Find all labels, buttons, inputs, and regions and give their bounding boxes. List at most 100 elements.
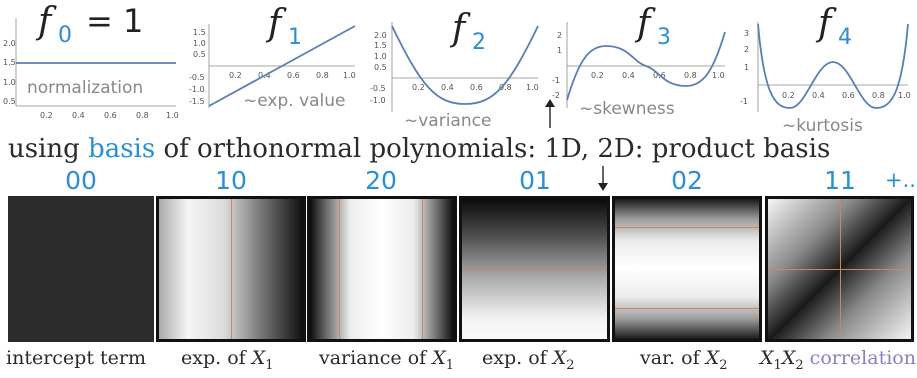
curve-f4 (757, 23, 909, 109)
plot-label: ~variance (404, 111, 491, 131)
y-tick: -1.0 (189, 85, 205, 94)
up-arrow-icon (545, 99, 555, 128)
y-tick: -1 (740, 97, 748, 106)
arrow-head (598, 183, 608, 191)
caption-01: exp. of X2 (482, 347, 575, 373)
x-tick: 0.6 (470, 83, 483, 92)
y-tick: 3 (744, 29, 749, 38)
y-tick: 1.0 (193, 39, 206, 48)
curve-f1 (208, 25, 356, 107)
basis-tile-20 (307, 196, 457, 342)
caption-11: X1X2 correlation (760, 347, 916, 373)
caption-subscript-2: 2 (795, 357, 804, 373)
y-tick: 0.5 (3, 97, 16, 106)
caption-subscript: 1 (445, 357, 455, 373)
caption-subscript: 1 (265, 357, 274, 373)
x-tick: 1.0 (343, 71, 356, 80)
function-equation: = 1 (86, 2, 143, 40)
caption-10: exp. of X1 (181, 347, 274, 373)
caption-variable: X (705, 347, 720, 369)
y-tick: 1.0 (374, 52, 387, 61)
basis-sentence-before: using (8, 134, 89, 164)
caption-text: exp. of (482, 347, 553, 369)
basis-highlight: basis (88, 134, 156, 164)
y-tick: 1 (557, 46, 562, 55)
x-tick: 1.0 (166, 111, 179, 120)
function-subscript: 2 (472, 30, 486, 55)
overlay-line (615, 308, 759, 310)
y-tick: -0.5 (370, 84, 386, 93)
y-tick: 1.5 (374, 41, 387, 50)
basis-tile-10 (156, 196, 306, 342)
overlay-line (422, 199, 424, 339)
plot-label: normalization (27, 78, 143, 98)
basis-tile-11 (765, 196, 914, 342)
caption-subscript: 2 (566, 357, 575, 373)
overlay-line (768, 269, 911, 270)
arrow-head (545, 99, 555, 107)
caption-variable: X (552, 347, 567, 369)
y-tick: 2 (744, 45, 749, 54)
x-tick: 0.8 (136, 111, 149, 120)
y-tick: 2.0 (374, 31, 387, 40)
y-tick: -1 (552, 76, 560, 85)
x-tick: 0.6 (287, 71, 300, 80)
plot-f1: 1.5 1.0 0.5 -0.5 -1.0 -1.5 0.2 0.4 0.6 0… (189, 3, 356, 111)
x-tick: 1.0 (712, 71, 725, 80)
y-tick: -1.5 (189, 97, 205, 106)
caption-variable: X (760, 347, 774, 369)
x-tick: 0.4 (622, 71, 635, 80)
x-tick: 0.8 (316, 71, 329, 80)
basis-sentence-after: of orthonormal polynomials: 1D, 2D: prod… (155, 134, 831, 164)
basis-tile-02 (612, 196, 762, 342)
caption-variable: X (251, 347, 266, 369)
overlay-line (231, 199, 232, 339)
function-subscript: 0 (58, 23, 72, 48)
y-tick: -0.5 (189, 73, 205, 82)
y-tick: -2 (552, 91, 560, 100)
y-tick: 0.5 (374, 63, 387, 72)
y-tick: 1.5 (3, 58, 16, 67)
y-tick: 2 (557, 31, 562, 40)
caption-text: intercept term (6, 347, 146, 369)
y-tick: 1 (744, 63, 749, 72)
function-name: f (35, 1, 57, 42)
plot-f4: 3 2 1 -1 0.2 0.4 0.6 0.8 1.0 f 4 ~kurtos… (740, 3, 911, 136)
x-tick: 0.2 (412, 83, 425, 92)
caption-02: var. of X2 (640, 347, 727, 373)
x-tick: 0.8 (684, 71, 697, 80)
overlay-line (338, 199, 340, 339)
tile-code-11: 11 (824, 166, 856, 195)
function-subscript: 4 (838, 25, 852, 50)
caption-text: exp. of (181, 347, 252, 369)
tile-code-00: 00 (65, 166, 97, 195)
plot-f0: 2.0 1.5 1.0 0.5 0.2 0.4 0.6 0.8 1.0 f 0 … (3, 1, 179, 120)
tile-code-01: 01 (519, 166, 551, 195)
curve-f2 (391, 25, 539, 105)
tile-code-02: 02 (671, 166, 703, 195)
x-tick: 0.2 (782, 91, 795, 100)
caption-00: intercept term (6, 347, 146, 369)
x-tick: 0.2 (229, 71, 242, 80)
function-name: f (449, 8, 471, 49)
plot-label: ~exp. value (243, 91, 346, 111)
caption-subscript: 2 (719, 357, 728, 373)
x-tick: 0.4 (812, 91, 825, 100)
y-tick: 2.0 (3, 39, 16, 48)
caption-variable-2: X (781, 347, 796, 369)
overlay-line (615, 227, 759, 228)
x-tick: 0.8 (872, 91, 885, 100)
x-tick: 0.4 (72, 111, 85, 120)
tile-code-10: 10 (215, 166, 247, 195)
y-tick: 1.0 (3, 78, 16, 87)
basis-tile-00 (8, 196, 154, 342)
function-name: f (815, 3, 837, 44)
plot-f3: 2 1 -1 -2 0.2 0.4 0.6 0.8 1.0 f 3 ~skewn… (552, 3, 726, 119)
x-tick: 0.4 (441, 83, 454, 92)
tile-code-20: 20 (365, 166, 397, 195)
basis-tile-01 (459, 196, 610, 342)
overlay-line (462, 269, 607, 270)
plot-f2: 2.0 1.5 1.0 0.5 -0.5 -1.0 0.2 0.4 0.6 0.… (370, 8, 539, 131)
plot-label: ~skewness (579, 99, 675, 119)
correlation-label: correlation (809, 347, 916, 369)
